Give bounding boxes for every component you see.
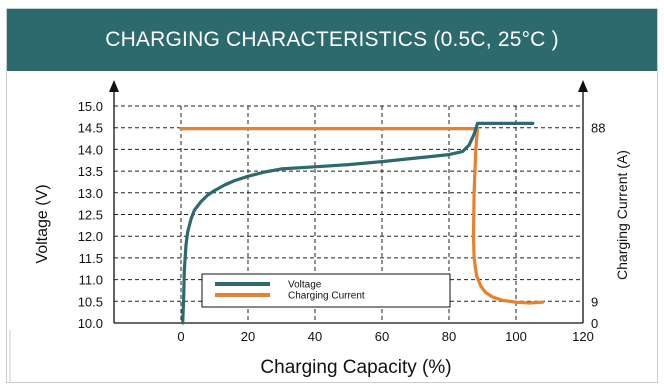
legend-box bbox=[201, 273, 451, 308]
y2-tick-label: 88 bbox=[591, 121, 605, 136]
x-tick-label: 40 bbox=[308, 329, 322, 344]
series-lines bbox=[179, 121, 545, 325]
y2-axis-label: Charging Current (A) bbox=[614, 150, 630, 280]
chart-panel: CHARGING CHARACTERISTICS (0.5C, 25°C ) bbox=[6, 8, 658, 383]
charging-current-line bbox=[179, 127, 545, 305]
left-axis-arrow bbox=[109, 80, 119, 92]
chart-title: CHARGING CHARACTERISTICS (0.5C, 25°C ) bbox=[105, 28, 559, 51]
y-tick-label: 12.0 bbox=[78, 229, 103, 244]
y2-tick-label: 9 bbox=[591, 294, 598, 309]
y-tick-label: 14.5 bbox=[78, 121, 103, 136]
y-tick-label: 13.0 bbox=[78, 186, 103, 201]
x-tick-label: 80 bbox=[442, 329, 456, 344]
x-tick-label: 120 bbox=[572, 329, 594, 344]
x-tick-label: 20 bbox=[241, 329, 255, 344]
y-tick-label: 12.5 bbox=[78, 208, 103, 223]
chart-header: CHARGING CHARACTERISTICS (0.5C, 25°C ) bbox=[7, 9, 657, 71]
legend-label: Charging Current bbox=[288, 291, 365, 302]
y-tick-label: 13.5 bbox=[78, 164, 103, 179]
x-tick-label: 0 bbox=[177, 329, 184, 344]
x-tick-label: 60 bbox=[375, 329, 389, 344]
y-tick-label: 10.5 bbox=[78, 294, 103, 309]
y-tick-label: 15.0 bbox=[78, 99, 103, 114]
x-tick-label: 100 bbox=[505, 329, 527, 344]
y-tick-label: 14.0 bbox=[78, 142, 103, 157]
y-tick-label: 11.0 bbox=[79, 273, 103, 288]
y-tick-label: 10.0 bbox=[78, 316, 103, 331]
y2-tick-label: 0 bbox=[591, 316, 598, 331]
right-axis-arrow bbox=[578, 80, 588, 92]
voltage-line bbox=[181, 121, 535, 325]
axes bbox=[9, 80, 588, 383]
tick-labels: 10.0 10.5 11.0 11.5 12.0 12.5 13.0 13.5 14.0 14.5… bbox=[78, 99, 606, 344]
legend-label: Voltage bbox=[288, 280, 322, 291]
y-axis-label: Voltage (V) bbox=[34, 184, 51, 263]
y-tick-label: 11.5 bbox=[79, 251, 103, 266]
x-axis-label: Charging Capacity (%) bbox=[260, 357, 451, 378]
